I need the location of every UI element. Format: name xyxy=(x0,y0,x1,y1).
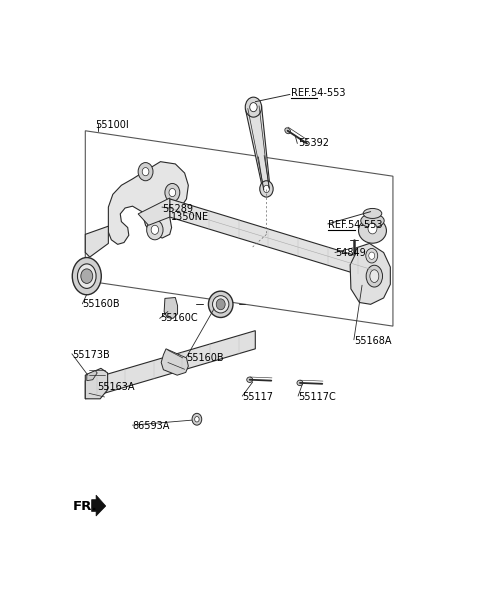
Ellipse shape xyxy=(208,291,233,317)
Ellipse shape xyxy=(213,296,229,313)
Circle shape xyxy=(151,225,158,234)
Ellipse shape xyxy=(366,266,383,287)
Ellipse shape xyxy=(72,257,101,295)
Text: 55160B: 55160B xyxy=(83,299,120,309)
Circle shape xyxy=(192,414,202,425)
Circle shape xyxy=(147,220,163,240)
Polygon shape xyxy=(87,371,97,381)
Polygon shape xyxy=(245,105,270,190)
Ellipse shape xyxy=(363,208,382,218)
Text: REF.54-553: REF.54-553 xyxy=(290,87,345,97)
Text: 1350NE: 1350NE xyxy=(170,212,209,222)
Circle shape xyxy=(216,299,225,310)
Circle shape xyxy=(195,417,199,422)
Text: 55117C: 55117C xyxy=(298,392,336,402)
Circle shape xyxy=(169,188,176,196)
Text: 55160B: 55160B xyxy=(186,353,224,363)
Ellipse shape xyxy=(285,128,290,134)
Circle shape xyxy=(260,181,273,197)
Text: 55160C: 55160C xyxy=(160,313,198,323)
Polygon shape xyxy=(161,349,188,375)
Text: 86593A: 86593A xyxy=(132,421,170,431)
Circle shape xyxy=(174,207,178,212)
Circle shape xyxy=(165,183,180,202)
Text: 55173B: 55173B xyxy=(72,350,109,360)
Ellipse shape xyxy=(297,380,303,386)
Ellipse shape xyxy=(247,377,252,382)
Text: 55117: 55117 xyxy=(242,392,273,402)
Text: 55392: 55392 xyxy=(298,139,329,149)
Polygon shape xyxy=(170,199,372,279)
Polygon shape xyxy=(85,368,108,399)
Polygon shape xyxy=(138,198,170,225)
Text: 55168A: 55168A xyxy=(354,336,391,346)
Text: 55163A: 55163A xyxy=(97,382,135,392)
Text: FR.: FR. xyxy=(73,500,98,513)
Polygon shape xyxy=(92,495,106,516)
Ellipse shape xyxy=(77,264,96,289)
Polygon shape xyxy=(85,330,255,399)
Polygon shape xyxy=(164,297,178,319)
Text: 55100I: 55100I xyxy=(96,120,129,130)
Ellipse shape xyxy=(370,270,379,283)
Circle shape xyxy=(138,163,153,181)
Circle shape xyxy=(366,248,378,263)
Text: 54849: 54849 xyxy=(335,248,366,257)
Circle shape xyxy=(171,204,181,216)
Circle shape xyxy=(264,185,269,192)
Circle shape xyxy=(245,97,262,117)
Text: 55289: 55289 xyxy=(162,204,193,214)
Circle shape xyxy=(142,168,149,176)
Circle shape xyxy=(369,252,375,260)
Text: REF.54-553: REF.54-553 xyxy=(328,220,383,230)
Circle shape xyxy=(250,103,257,112)
Ellipse shape xyxy=(361,214,384,228)
Circle shape xyxy=(368,223,377,234)
Polygon shape xyxy=(350,244,390,304)
Polygon shape xyxy=(108,162,188,244)
Circle shape xyxy=(81,269,93,283)
Polygon shape xyxy=(85,226,108,257)
Ellipse shape xyxy=(359,218,386,243)
